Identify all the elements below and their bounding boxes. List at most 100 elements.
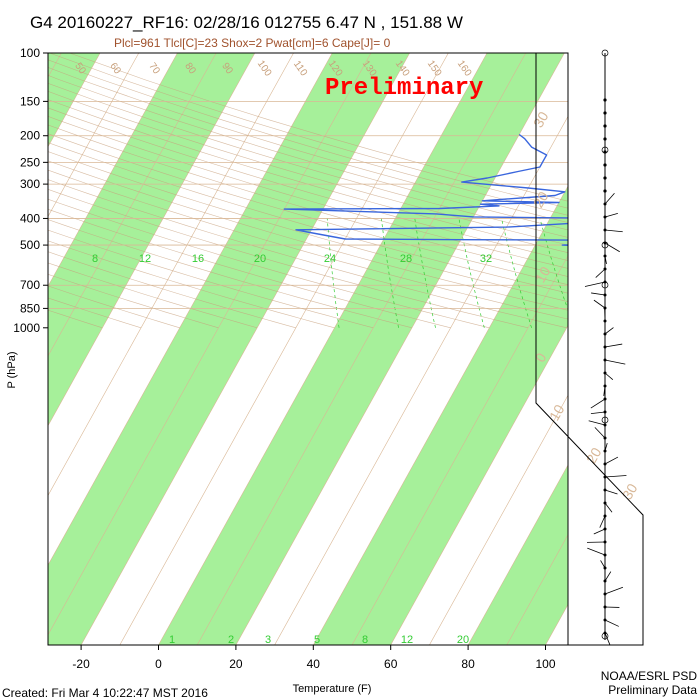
wind-barb <box>593 299 606 309</box>
wind-barb-dot <box>603 605 607 609</box>
wind-barb-dot <box>603 319 607 323</box>
isotherm-line <box>584 53 700 645</box>
x-tick-label: 80 <box>461 657 475 671</box>
wind-barb-dot <box>603 293 607 297</box>
x-axis-label: Temperature (F) <box>293 683 372 695</box>
y-tick-label: 850 <box>20 301 40 315</box>
wind-barb <box>604 632 611 645</box>
isotherm-line <box>158 53 488 645</box>
isotherm-line <box>429 394 568 645</box>
wind-barb <box>603 385 606 397</box>
wind-barb <box>604 359 626 365</box>
org-label: NOAA/ESRL PSD <box>601 669 698 683</box>
wind-barb <box>604 372 614 381</box>
wind-barb-dot <box>603 345 607 349</box>
data-status-label: Preliminary Data <box>608 683 697 697</box>
wind-barbs <box>584 49 627 645</box>
wind-barb <box>604 489 618 495</box>
mixing-ratio-label-top: 28 <box>400 253 412 265</box>
wind-barb <box>594 427 606 439</box>
wind-barb <box>604 327 614 335</box>
wind-barb <box>604 212 618 218</box>
isotherm-label: 10 <box>532 264 554 286</box>
mixing-ratio-label-bottom: 12 <box>401 634 413 646</box>
wind-barb-dot <box>603 449 607 453</box>
wind-barb <box>593 528 606 535</box>
created-timestamp: Created: Fri Mar 4 10:22:47 MST 2016 <box>2 686 208 700</box>
wind-barb <box>587 547 606 556</box>
wind-barb-dot <box>603 514 607 518</box>
wind-barb-dot <box>603 410 607 414</box>
dewpoint-line <box>283 133 568 247</box>
x-tick-label: -20 <box>72 657 90 671</box>
wind-barb-dot <box>603 228 607 232</box>
isotherm-line <box>48 53 178 287</box>
isotherm-line <box>390 324 568 645</box>
wind-barb-dot <box>603 358 607 362</box>
wind-barb <box>599 515 606 528</box>
isotherm-line <box>48 53 372 636</box>
wind-barb-dot <box>603 423 607 427</box>
wind-barb <box>603 98 607 102</box>
wind-barb-dot <box>603 436 607 440</box>
calm-wind-circle <box>601 49 609 57</box>
y-tick-label: 1000 <box>13 321 40 335</box>
wind-barb <box>604 229 623 233</box>
x-axis-ticks: -20 0 20 40 60 80 100 <box>72 645 556 671</box>
isotherm-line <box>48 53 294 497</box>
y-tick-label: 100 <box>20 46 40 60</box>
y-tick-label: 250 <box>20 155 40 169</box>
isotherm-label: 30 <box>619 481 641 503</box>
mixing-ratio-label-top: 8 <box>92 253 98 265</box>
y-tick-label: 150 <box>20 94 40 108</box>
wind-barb-dot <box>603 540 607 544</box>
isobar-lines <box>48 100 568 309</box>
isotherm-line <box>351 255 568 645</box>
calm-wind-circle <box>601 146 609 154</box>
wind-barb-dot <box>603 488 607 492</box>
wind-barb <box>604 192 615 205</box>
wind-barb <box>603 124 607 128</box>
wind-barb-dot <box>603 566 607 570</box>
isotherm-line <box>196 53 527 645</box>
wind-barb-dot <box>603 397 607 401</box>
wind-barb-dot <box>603 215 607 219</box>
wind-barb <box>603 176 607 180</box>
wind-barb <box>604 456 619 465</box>
wind-barb-dot <box>603 579 607 583</box>
isotherm-line <box>545 603 568 645</box>
y-tick-label: 400 <box>20 211 40 225</box>
sounding-series <box>283 126 657 327</box>
wind-barb <box>604 343 623 348</box>
wind-barb <box>590 398 606 409</box>
isotherm-line <box>662 53 700 645</box>
wind-barb <box>603 137 607 141</box>
wind-barb <box>595 268 606 278</box>
wind-barb <box>604 586 624 595</box>
x-tick-label: 60 <box>384 657 398 671</box>
isotherm-label: 30 <box>530 109 552 131</box>
isotherm-line <box>467 464 568 645</box>
isotherm-line <box>48 53 217 357</box>
mixing-ratio-label-top: 20 <box>254 253 266 265</box>
calm-wind-circle <box>601 632 609 640</box>
temperature-band <box>623 53 700 645</box>
wind-barb <box>604 242 620 253</box>
wind-barb <box>584 281 606 287</box>
mixing-ratio-label-bottom: 5 <box>314 634 320 646</box>
temperature-line <box>570 126 657 327</box>
y-axis-ticks: 100 150 200 250 300 400 500 700 850 1000 <box>13 46 48 335</box>
wind-barb-dot <box>603 592 607 596</box>
mixing-ratio-label-top: 12 <box>139 253 151 265</box>
temperature-band <box>48 53 410 645</box>
y-tick-label: 200 <box>20 129 40 143</box>
isotherm-label: 20 <box>583 445 605 467</box>
wind-barb-dot <box>603 553 607 557</box>
chart-subtitle: Plcl=961 Tlcl[C]=23 Shox=2 Pwat[cm]=6 Ca… <box>114 36 391 50</box>
wind-barb-dot <box>603 384 607 388</box>
mixing-ratio-label-bottom: 2 <box>228 634 234 646</box>
x-tick-label: 0 <box>155 657 162 671</box>
wind-barb-dot <box>603 618 607 622</box>
